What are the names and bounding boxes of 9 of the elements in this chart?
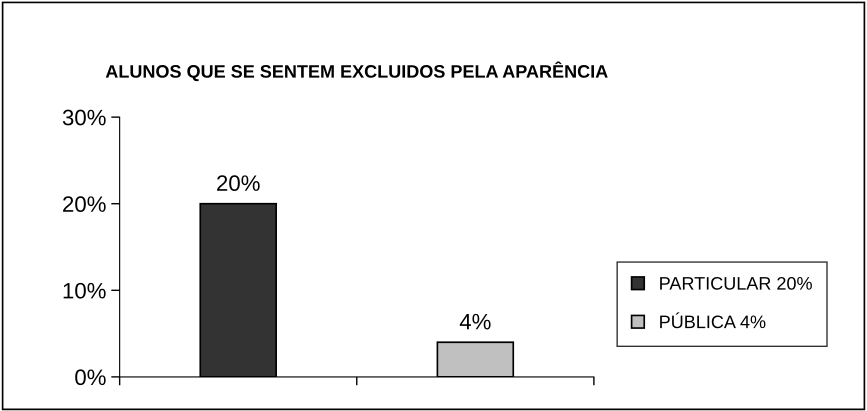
y-tick-label: 20% [63,196,106,212]
legend-label: PÚBLICA 4% [660,312,766,328]
y-tick-label: 10% [64,282,106,299]
data-label: 4% [460,314,491,330]
data-label: 20% [217,175,260,191]
legend-label: PARTICULAR 20% [660,276,812,290]
y-tick-label: 0% [75,369,106,386]
y-tick-label: 30% [62,110,106,126]
chart-title: ALUNOS QUE SE SENTEM EXCLUIDOS PELA APARÊNCIA [106,61,608,82]
